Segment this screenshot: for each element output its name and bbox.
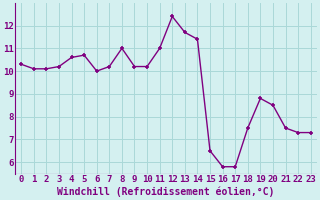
X-axis label: Windchill (Refroidissement éolien,°C): Windchill (Refroidissement éolien,°C) [57,187,275,197]
